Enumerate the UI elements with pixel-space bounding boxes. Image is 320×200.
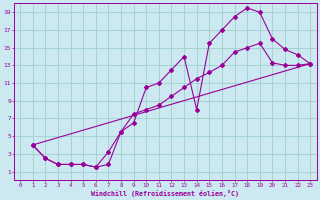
- X-axis label: Windchill (Refroidissement éolien,°C): Windchill (Refroidissement éolien,°C): [91, 190, 239, 197]
